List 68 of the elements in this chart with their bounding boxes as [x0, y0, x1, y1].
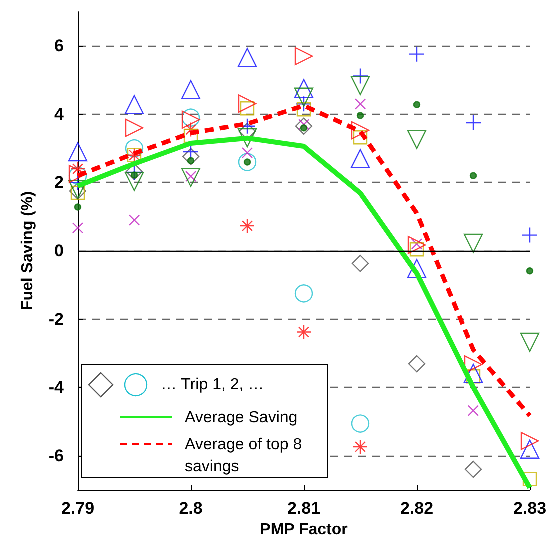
point	[240, 218, 256, 234]
x-tick-label: 2.81	[287, 499, 321, 518]
point	[125, 118, 144, 138]
y-tick-label: 4	[54, 104, 65, 124]
y-tick-label: 0	[54, 242, 64, 260]
point	[520, 432, 540, 450]
point	[520, 440, 540, 459]
legend-label: Average Saving	[185, 410, 298, 426]
point	[294, 47, 314, 66]
legend-label: … Trip 1, 2, …	[161, 376, 264, 394]
point	[464, 234, 484, 254]
point	[124, 172, 144, 192]
y-tick-label: 2	[54, 173, 64, 192]
point	[352, 68, 369, 84]
point	[182, 148, 200, 166]
point	[351, 121, 370, 140]
point	[352, 255, 370, 272]
point	[294, 284, 314, 303]
point	[522, 227, 538, 244]
point	[74, 204, 82, 211]
point	[296, 324, 312, 340]
point	[408, 236, 426, 254]
point	[464, 460, 482, 478]
y-axis-title: Fuel Saving (%)	[20, 191, 36, 311]
point	[464, 364, 484, 384]
point	[238, 153, 257, 172]
y-tick-label: -4	[48, 378, 65, 398]
y-tick-label: -6	[48, 446, 64, 466]
point	[407, 130, 427, 150]
point	[295, 118, 313, 135]
x-axis-title: PMP Factor	[260, 522, 348, 538]
point	[468, 405, 480, 416]
y-tick-label: -2	[48, 310, 64, 329]
legend-label: Average of top 8 savings	[185, 436, 307, 476]
x-tick-label: 2.8	[179, 499, 203, 518]
point	[413, 101, 421, 108]
point	[350, 149, 370, 168]
point	[526, 268, 534, 275]
x-tick-label: 2.79	[61, 499, 95, 518]
point	[128, 214, 140, 226]
point	[520, 332, 540, 352]
y-tick-label: 6	[54, 36, 64, 56]
point	[351, 414, 370, 433]
point	[181, 168, 201, 188]
point	[407, 259, 427, 278]
point	[125, 139, 144, 158]
point	[356, 112, 364, 120]
point	[294, 88, 314, 107]
point	[408, 46, 426, 62]
point	[294, 79, 314, 98]
point	[124, 95, 144, 114]
point	[352, 439, 368, 455]
point	[465, 114, 482, 132]
point	[68, 142, 88, 162]
point	[238, 94, 257, 113]
point	[238, 48, 258, 68]
x-tick-label: 2.83	[513, 499, 547, 518]
point	[242, 147, 254, 159]
point	[72, 222, 84, 234]
point	[470, 172, 478, 180]
point	[183, 122, 199, 138]
point	[296, 102, 312, 117]
x-tick-label: 2.82	[400, 499, 434, 518]
point	[181, 80, 201, 100]
point	[238, 128, 258, 148]
point	[354, 98, 366, 110]
point	[408, 355, 426, 373]
point	[350, 76, 370, 96]
